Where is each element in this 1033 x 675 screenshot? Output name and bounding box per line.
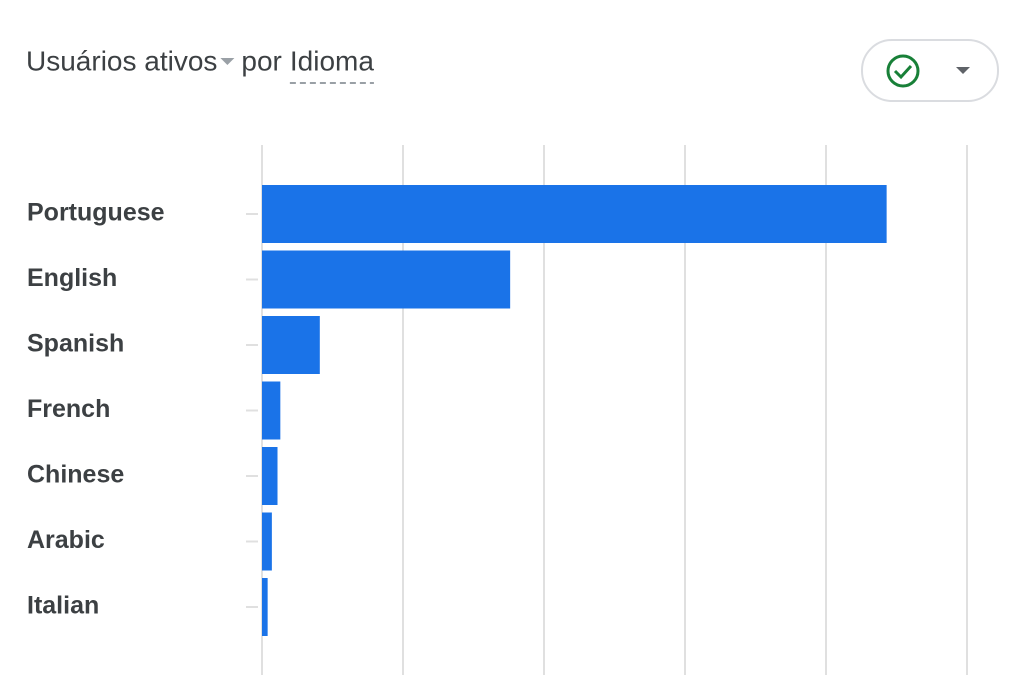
y-tick-label: English [27,264,117,292]
check-circle-icon[interactable] [886,54,920,88]
bar [262,578,268,636]
bar [262,447,278,505]
button-dropdown-arrow[interactable] [956,67,970,74]
button-outline[interactable] [861,39,999,102]
metric-selector[interactable]: Usuários ativos [26,45,217,76]
y-tick-label: Arabic [27,526,105,554]
bar [262,512,272,571]
y-tick-label: Italian [27,592,99,620]
y-tick-label: Spanish [27,330,124,358]
bar [262,381,281,440]
y-tick-label: Chinese [27,461,124,489]
title-connector: por [241,45,281,76]
metric-dropdown-arrow[interactable] [220,58,235,65]
compare-button[interactable] [861,39,999,102]
dimension-selector[interactable]: Idioma [290,45,374,76]
y-tick-label: French [27,395,110,423]
bar [262,250,511,309]
y-tick-label: Portuguese [27,199,165,227]
check-icon[interactable] [893,64,913,80]
bar [262,316,320,374]
bar [262,185,887,243]
